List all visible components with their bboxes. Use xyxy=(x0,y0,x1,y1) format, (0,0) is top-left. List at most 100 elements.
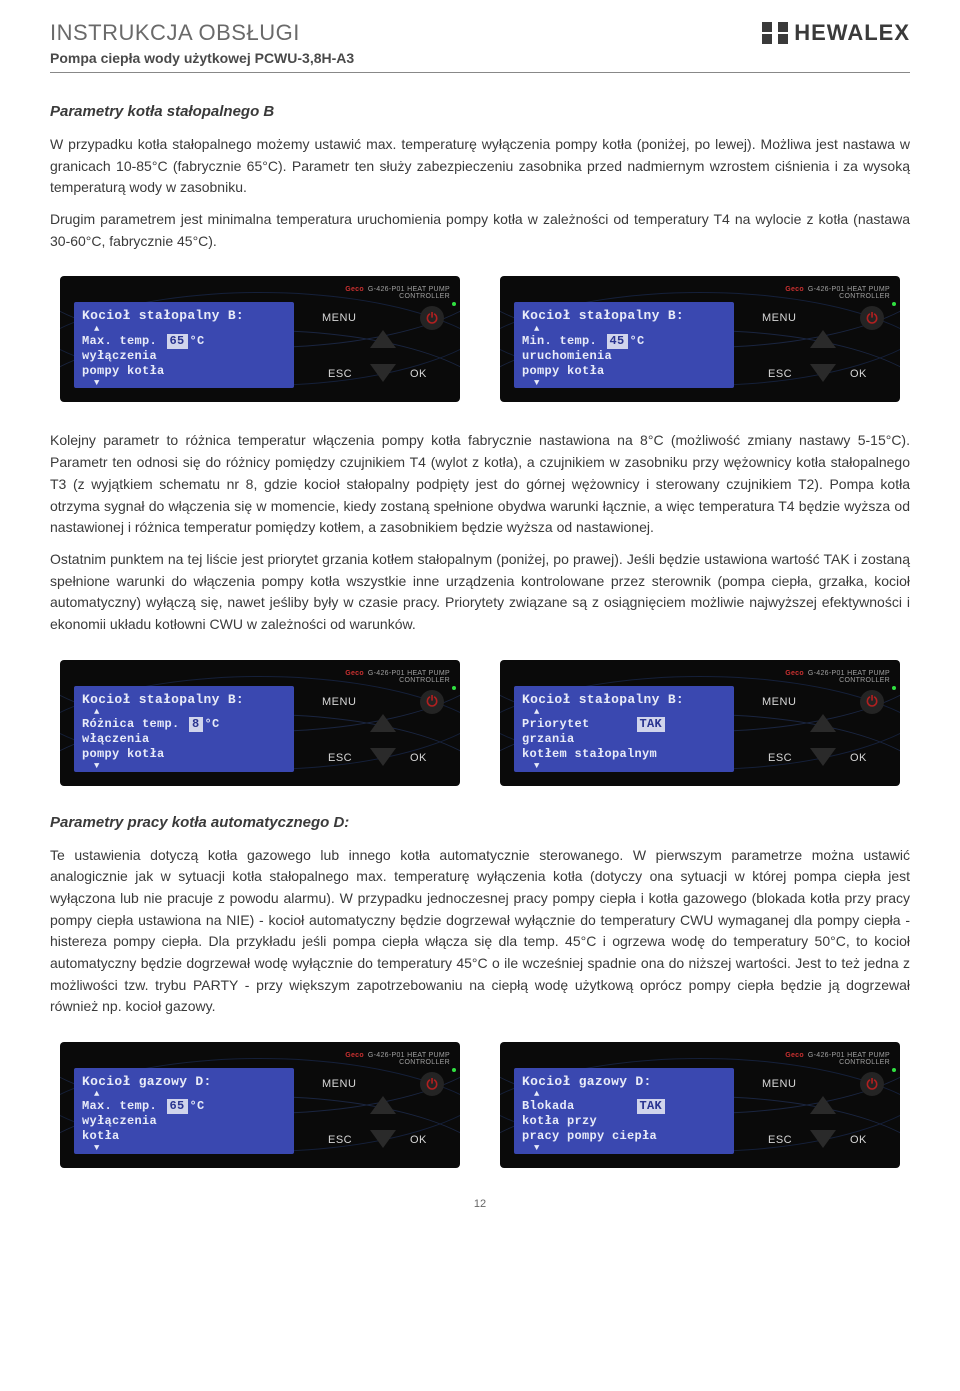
menu-button[interactable]: MENU xyxy=(322,1078,356,1090)
lcd-line1a: Max. temp. xyxy=(82,334,157,348)
up-button[interactable] xyxy=(810,1096,836,1114)
panel-row-3: Kocioł gazowy D: ▲ Max. temp. 65°C wyłąc… xyxy=(50,1042,910,1168)
power-icon: ⏻ xyxy=(426,310,437,327)
section1-para1: W przypadku kotła stałopalnego możemy us… xyxy=(50,134,910,199)
arrow-down-icon: ▼ xyxy=(534,762,726,771)
ok-button[interactable]: OK xyxy=(410,752,427,764)
section3-title: Parametry pracy kotła automatycznego D: xyxy=(50,814,910,831)
down-button[interactable] xyxy=(810,748,836,766)
lcd-title: Kocioł stałopalny B: xyxy=(82,692,286,708)
power-button[interactable]: ⏻ xyxy=(420,306,444,330)
lcd-line1: Blokada xyxy=(522,1099,575,1113)
menu-button[interactable]: MENU xyxy=(762,312,796,324)
lcd-line2: uruchomienia xyxy=(522,349,726,364)
controller-model-label: GecoG-426-P01 HEAT PUMP CONTROLLER xyxy=(304,670,450,684)
status-led xyxy=(892,302,896,306)
esc-button[interactable]: ESC xyxy=(328,368,352,380)
menu-button[interactable]: MENU xyxy=(762,696,796,708)
menu-button[interactable]: MENU xyxy=(762,1078,796,1090)
lcd-screen: Kocioł stałopalny B: ▲ Priorytet TAK grz… xyxy=(514,686,734,772)
status-led xyxy=(452,686,456,690)
lcd-unit: °C xyxy=(205,717,220,731)
power-button[interactable]: ⏻ xyxy=(420,690,444,714)
up-button[interactable] xyxy=(810,714,836,732)
lcd-screen: Kocioł stałopalny B: ▲ Min. temp. 45°C u… xyxy=(514,302,734,388)
section2-para2: Ostatnim punktem na tej liście jest prio… xyxy=(50,549,910,636)
status-led xyxy=(452,302,456,306)
menu-button[interactable]: MENU xyxy=(322,312,356,324)
lcd-line3: pompy kotła xyxy=(82,364,286,379)
esc-button[interactable]: ESC xyxy=(768,752,792,764)
lcd-title: Kocioł stałopalny B: xyxy=(522,308,726,324)
esc-button[interactable]: ESC xyxy=(328,752,352,764)
down-button[interactable] xyxy=(810,1130,836,1148)
arrow-up-icon: ▲ xyxy=(534,1090,726,1099)
arrow-up-icon: ▲ xyxy=(94,325,286,334)
down-button[interactable] xyxy=(370,364,396,382)
lcd-value: TAK xyxy=(637,1099,666,1114)
brand-icon xyxy=(762,22,788,44)
esc-button[interactable]: ESC xyxy=(768,1134,792,1146)
controller-panel: Kocioł stałopalny B: ▲ Max. temp. 65°C w… xyxy=(60,276,460,402)
lcd-unit: °C xyxy=(190,334,205,348)
lcd-value: 65 xyxy=(167,334,188,349)
ok-button[interactable]: OK xyxy=(850,368,867,380)
manual-title: INSTRUKCJA OBSŁUGI xyxy=(50,20,354,46)
arrow-down-icon: ▼ xyxy=(534,1144,726,1153)
power-icon: ⏻ xyxy=(866,1076,877,1093)
down-button[interactable] xyxy=(370,1130,396,1148)
controller-panel: Kocioł stałopalny B: ▲ Priorytet TAK grz… xyxy=(500,660,900,786)
lcd-line2: wyłączenia xyxy=(82,349,286,364)
arrow-up-icon: ▲ xyxy=(94,708,286,717)
lcd-value: 8 xyxy=(189,717,203,732)
page-number: 12 xyxy=(50,1198,910,1210)
ok-button[interactable]: OK xyxy=(850,1134,867,1146)
status-led xyxy=(892,686,896,690)
up-button[interactable] xyxy=(370,714,396,732)
section1-para2: Drugim parametrem jest minimalna tempera… xyxy=(50,209,910,252)
section1-title: Parametry kotła stałopalnego B xyxy=(50,103,910,120)
up-button[interactable] xyxy=(370,330,396,348)
controller-model-label: GecoG-426-P01 HEAT PUMP CONTROLLER xyxy=(744,670,890,684)
power-button[interactable]: ⏻ xyxy=(860,690,884,714)
brand-logo: HEWALEX xyxy=(762,20,910,46)
up-button[interactable] xyxy=(370,1096,396,1114)
esc-button[interactable]: ESC xyxy=(768,368,792,380)
lcd-screen: Kocioł stałopalny B: ▲ Różnica temp. 8°C… xyxy=(74,686,294,772)
lcd-title: Kocioł gazowy D: xyxy=(82,1074,286,1090)
lcd-line2: wyłączenia xyxy=(82,1114,286,1129)
lcd-line3: kotłem stałopalnym xyxy=(522,747,726,762)
up-button[interactable] xyxy=(810,330,836,348)
controller-model-label: GecoG-426-P01 HEAT PUMP CONTROLLER xyxy=(744,1052,890,1066)
controller-panel: Kocioł gazowy D: ▲ Blokada TAK kotła prz… xyxy=(500,1042,900,1168)
lcd-title: Kocioł stałopalny B: xyxy=(82,308,286,324)
lcd-value: 65 xyxy=(167,1099,188,1114)
power-button[interactable]: ⏻ xyxy=(420,1072,444,1096)
controller-model-label: GecoG-426-P01 HEAT PUMP CONTROLLER xyxy=(304,1052,450,1066)
page-header: INSTRUKCJA OBSŁUGI Pompa ciepła wody uży… xyxy=(50,20,910,73)
lcd-value: TAK xyxy=(637,717,666,732)
arrow-down-icon: ▼ xyxy=(94,1144,286,1153)
section2-para1: Kolejny parametr to różnica temperatur w… xyxy=(50,430,910,538)
lcd-line3: pracy pompy ciepła xyxy=(522,1129,726,1144)
ok-button[interactable]: OK xyxy=(410,1134,427,1146)
ok-button[interactable]: OK xyxy=(850,752,867,764)
lcd-screen: Kocioł gazowy D: ▲ Blokada TAK kotła prz… xyxy=(514,1068,734,1154)
lcd-line1: Priorytet xyxy=(522,717,590,731)
esc-button[interactable]: ESC xyxy=(328,1134,352,1146)
lcd-unit: °C xyxy=(190,1099,205,1113)
power-button[interactable]: ⏻ xyxy=(860,306,884,330)
lcd-line2: grzania xyxy=(522,732,726,747)
menu-button[interactable]: MENU xyxy=(322,696,356,708)
manual-subtitle: Pompa ciepła wody użytkowej PCWU-3,8H-A3 xyxy=(50,50,354,66)
panel-row-2: Kocioł stałopalny B: ▲ Różnica temp. 8°C… xyxy=(50,660,910,786)
power-icon: ⏻ xyxy=(426,1076,437,1093)
lcd-title: Kocioł gazowy D: xyxy=(522,1074,726,1090)
down-button[interactable] xyxy=(810,364,836,382)
arrow-up-icon: ▲ xyxy=(534,708,726,717)
down-button[interactable] xyxy=(370,748,396,766)
brand-text: HEWALEX xyxy=(794,20,910,46)
ok-button[interactable]: OK xyxy=(410,368,427,380)
lcd-line1a: Min. temp. xyxy=(522,334,597,348)
power-button[interactable]: ⏻ xyxy=(860,1072,884,1096)
